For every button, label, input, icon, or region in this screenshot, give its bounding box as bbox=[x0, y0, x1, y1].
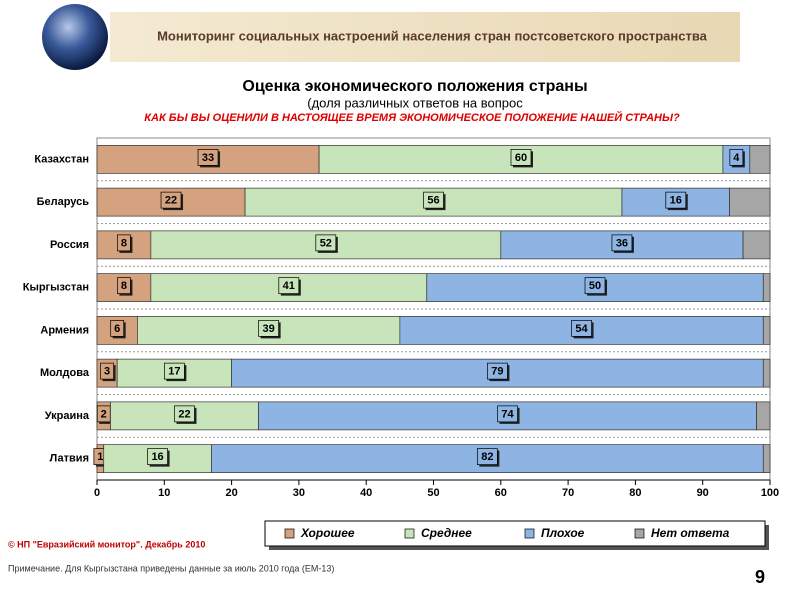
value-label-box bbox=[100, 362, 114, 380]
y-tick-label: Россия bbox=[50, 239, 89, 251]
copyright: © НП "Евразийский монитор". Декабрь 2010 bbox=[8, 539, 205, 549]
value-label: 52 bbox=[320, 237, 332, 249]
value-label-box bbox=[160, 191, 182, 209]
value-label-box bbox=[315, 234, 337, 252]
bar-segment bbox=[762, 316, 771, 345]
header-title: Мониторинг социальных настроений населен… bbox=[157, 28, 708, 43]
value-label: 74 bbox=[501, 408, 514, 420]
bar-segment bbox=[749, 145, 771, 174]
value-label: 8 bbox=[121, 280, 127, 292]
value-label: 54 bbox=[575, 323, 588, 335]
x-tick-label: 80 bbox=[629, 487, 641, 499]
bar-segment bbox=[762, 444, 771, 473]
legend-swatch bbox=[404, 528, 415, 539]
value-label-box bbox=[510, 149, 532, 166]
legend-swatch bbox=[284, 528, 295, 539]
y-tick-label: Украина bbox=[45, 410, 90, 422]
value-label-box bbox=[665, 191, 687, 209]
page-number: 9 bbox=[755, 567, 765, 587]
value-label-box bbox=[729, 149, 744, 166]
value-label: 17 bbox=[168, 366, 180, 378]
chart-title: Оценка экономического положения страны bbox=[242, 78, 587, 95]
x-tick-label: 30 bbox=[293, 487, 305, 499]
value-label: 60 bbox=[515, 152, 527, 164]
x-tick-label: 100 bbox=[761, 487, 779, 499]
value-label-box bbox=[110, 320, 125, 337]
value-label: 22 bbox=[178, 408, 190, 420]
banner bbox=[110, 12, 740, 62]
value-label: 4 bbox=[733, 152, 740, 164]
value-label-box bbox=[476, 448, 498, 465]
y-tick-label: Армения bbox=[40, 324, 89, 336]
value-label-box bbox=[611, 234, 633, 252]
x-tick-label: 70 bbox=[562, 487, 574, 499]
value-label-box bbox=[258, 320, 279, 337]
note: Примечание. Для Кыргызстана приведены да… bbox=[8, 563, 334, 573]
y-tick-label: Кыргызстан bbox=[23, 282, 89, 294]
value-label-box bbox=[164, 362, 185, 380]
bar-segment bbox=[762, 273, 771, 302]
value-label: 16 bbox=[670, 195, 682, 207]
value-label-box bbox=[174, 405, 195, 423]
x-tick-label: 10 bbox=[158, 487, 170, 499]
legend-label: Хорошее bbox=[300, 526, 355, 540]
x-tick-label: 90 bbox=[697, 487, 709, 499]
value-label-box bbox=[423, 191, 444, 209]
value-label-box bbox=[117, 277, 131, 294]
value-label: 6 bbox=[114, 323, 120, 335]
legend bbox=[264, 520, 766, 547]
value-label-box bbox=[278, 277, 300, 294]
bar-segment bbox=[762, 358, 771, 388]
x-tick-label: 50 bbox=[427, 487, 439, 499]
value-label: 36 bbox=[616, 237, 628, 249]
x-tick-label: 20 bbox=[225, 487, 237, 499]
value-label-box bbox=[197, 149, 219, 166]
question: КАК БЫ ВЫ ОЦЕНИЛИ В НАСТОЯЩЕЕ ВРЕМЯ ЭКОН… bbox=[144, 111, 680, 124]
value-label-box bbox=[497, 405, 518, 423]
value-label: 3 bbox=[104, 366, 110, 378]
y-tick-label: Беларусь bbox=[37, 196, 90, 208]
value-label: 39 bbox=[262, 323, 274, 335]
globe-icon bbox=[42, 4, 108, 70]
x-tick-label: 40 bbox=[360, 487, 372, 499]
x-tick-label: 0 bbox=[94, 487, 100, 499]
bar-segment bbox=[742, 230, 771, 260]
value-label: 56 bbox=[427, 195, 439, 207]
legend-label: Плохое bbox=[541, 526, 585, 540]
legend-swatch bbox=[634, 528, 645, 539]
bar-segment bbox=[729, 187, 771, 217]
legend-label: Нет ответа bbox=[651, 526, 730, 540]
legend-swatch bbox=[524, 528, 535, 539]
value-label: 82 bbox=[481, 451, 493, 463]
value-label-box bbox=[117, 234, 131, 252]
value-label-box bbox=[571, 320, 592, 337]
y-tick-label: Латвия bbox=[50, 453, 89, 465]
legend-label: Среднее bbox=[421, 526, 472, 540]
value-label: 1 bbox=[97, 451, 103, 463]
value-label-box bbox=[147, 448, 168, 465]
x-tick-label: 60 bbox=[495, 487, 507, 499]
value-label: 79 bbox=[491, 366, 503, 378]
y-tick-label: Молдова bbox=[40, 367, 90, 379]
value-label: 16 bbox=[151, 451, 163, 463]
y-tick-label: Казахстан bbox=[34, 153, 89, 165]
bar-segment bbox=[756, 401, 771, 431]
value-label: 50 bbox=[589, 280, 601, 292]
value-label: 22 bbox=[165, 195, 177, 207]
value-label-box bbox=[487, 362, 508, 380]
value-label: 2 bbox=[101, 408, 107, 420]
value-label: 41 bbox=[283, 280, 295, 292]
value-label: 33 bbox=[202, 152, 214, 164]
value-label-box bbox=[584, 277, 606, 294]
chart-subtitle: (доля различных ответов на вопрос bbox=[307, 95, 523, 110]
value-label: 8 bbox=[121, 237, 127, 249]
